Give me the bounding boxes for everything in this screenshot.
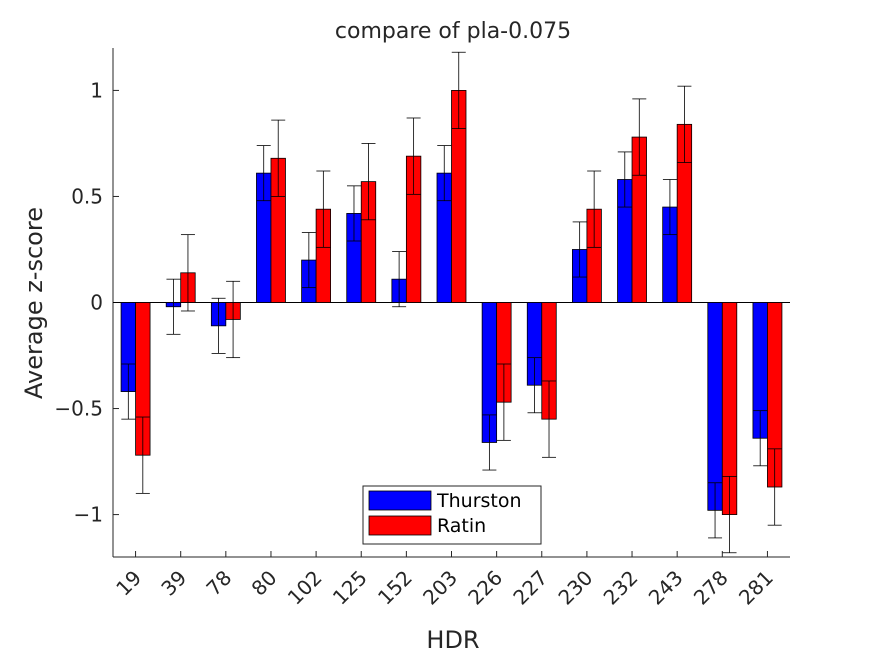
x-tick-label: 78 xyxy=(201,566,236,601)
x-tick-label: 152 xyxy=(373,566,417,610)
x-axis-label: HDR xyxy=(426,626,479,654)
x-tick-label: 19 xyxy=(111,566,146,601)
chart-title: compare of pla-0.075 xyxy=(335,19,571,44)
x-tick-label: 243 xyxy=(644,566,688,610)
legend-swatch-thurston xyxy=(368,490,432,511)
x-tick-label: 281 xyxy=(734,566,778,610)
thurston-bar xyxy=(707,302,723,511)
y-tick-label: 0.5 xyxy=(71,184,103,208)
y-axis-label: Average z-score xyxy=(20,207,48,399)
legend-swatch-ratin xyxy=(368,515,432,536)
x-tick-label: 102 xyxy=(283,566,327,610)
y-tick-label: −0.5 xyxy=(54,397,103,421)
x-tick-label: 230 xyxy=(553,566,597,610)
legend: Thurston Ratin xyxy=(362,485,542,545)
legend-label-ratin: Ratin xyxy=(437,515,486,537)
x-tick-label: 232 xyxy=(599,566,643,610)
x-tick-label: 226 xyxy=(463,566,507,610)
x-tick-label: 80 xyxy=(247,566,282,601)
legend-label-thurston: Thurston xyxy=(436,490,522,512)
x-tick-label: 125 xyxy=(328,566,372,610)
x-tick-label: 227 xyxy=(508,566,552,610)
y-tick-label: 1 xyxy=(90,78,103,102)
x-tick-label: 39 xyxy=(156,566,191,601)
x-tick-label: 203 xyxy=(418,566,462,610)
x-tick-label: 278 xyxy=(689,566,733,610)
y-tick-label: 0 xyxy=(90,291,103,315)
y-tick-label: −1 xyxy=(74,503,103,527)
